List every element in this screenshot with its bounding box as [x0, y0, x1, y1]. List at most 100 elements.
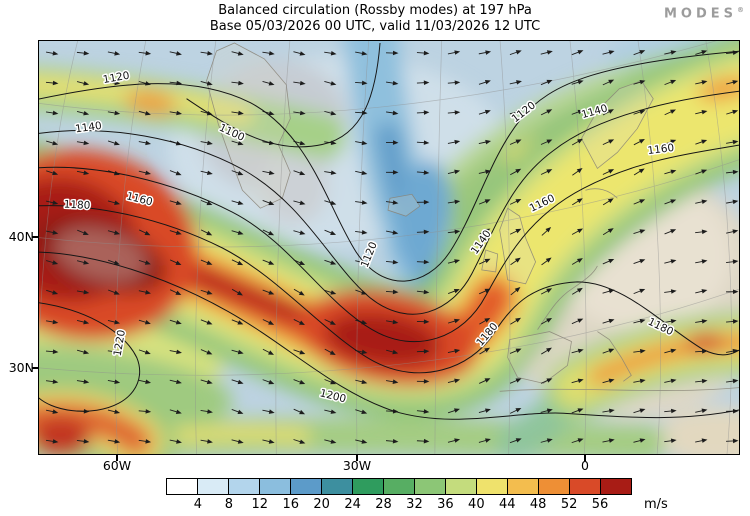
colorbar-segment — [507, 479, 538, 494]
arrow-shaft — [262, 259, 270, 264]
wind-arrow — [447, 348, 461, 354]
arrow-shaft — [447, 201, 456, 204]
wind-arrow — [571, 287, 583, 295]
wind-arrow — [602, 139, 615, 146]
wind-arrow — [200, 81, 213, 86]
arrow-shaft — [416, 290, 425, 293]
colorbar-tick: 44 — [498, 497, 516, 512]
arrow-head — [361, 349, 368, 355]
wind-arrow — [324, 259, 337, 265]
colorbar-segment — [414, 479, 445, 494]
arrow-shaft — [664, 410, 672, 413]
arrow-head — [732, 438, 739, 444]
wind-arrow — [231, 409, 244, 415]
arrow-shaft — [138, 259, 147, 264]
arrow-head — [577, 228, 584, 234]
arrow-shaft — [262, 289, 270, 294]
arrow-head — [577, 80, 584, 85]
arrow-head — [546, 109, 553, 114]
arrow-head — [484, 109, 491, 115]
arrow-head — [361, 200, 368, 205]
wind-arrow — [416, 110, 430, 115]
arrow-shaft — [355, 51, 363, 54]
wind-arrow — [107, 80, 121, 86]
wind-arrow — [447, 50, 461, 55]
wind-arrow — [664, 79, 677, 86]
wind-arrow — [200, 319, 213, 325]
arrow-shaft — [107, 350, 116, 353]
wind-arrow — [386, 319, 399, 325]
arrow-shaft — [478, 200, 487, 205]
wind-arrow — [540, 378, 553, 384]
arrow-shaft — [510, 319, 518, 325]
wind-arrow — [107, 140, 120, 146]
wind-arrow — [169, 200, 182, 205]
arrow-shaft — [46, 140, 54, 144]
arrow-head — [361, 80, 368, 86]
wind-arrow — [231, 200, 244, 205]
contour-line — [39, 144, 739, 343]
wind-arrow — [478, 199, 491, 205]
wind-arrow — [169, 110, 182, 116]
arrow-shaft — [726, 141, 734, 144]
arrow-head — [206, 290, 213, 295]
arrow-shaft — [76, 51, 85, 54]
arrow-head — [514, 257, 521, 263]
wind-arrow — [571, 109, 584, 115]
arrow-head — [329, 320, 336, 325]
arrow-shaft — [633, 320, 641, 324]
arrow-head — [454, 318, 460, 324]
arrow-head — [268, 230, 275, 236]
arrow-shaft — [200, 289, 209, 293]
arrow-head — [145, 140, 152, 146]
wind-arrow — [262, 379, 275, 385]
wind-arrow — [447, 378, 461, 384]
arrow-shaft — [385, 81, 394, 84]
arrow-shaft — [664, 200, 672, 205]
wind-arrow — [138, 140, 152, 146]
arrow-shaft — [324, 289, 332, 293]
arrow-shaft — [633, 350, 641, 353]
arrow-head — [515, 228, 522, 234]
arrow-head — [608, 79, 615, 85]
arrow-head — [176, 439, 182, 444]
arrow-shaft — [107, 320, 116, 323]
arrow-head — [268, 260, 275, 265]
arrow-shaft — [664, 230, 672, 235]
arrow-head — [639, 80, 646, 85]
graticule-line — [499, 41, 511, 454]
arrow-head — [423, 229, 430, 235]
wind-arrow — [416, 50, 430, 56]
coastline — [597, 331, 632, 382]
wind-arrow — [385, 50, 399, 56]
wind-arrow — [385, 140, 399, 145]
speed-core-blob — [39, 417, 91, 454]
arrow-shaft — [509, 51, 518, 56]
arrow-head — [237, 439, 244, 444]
arrow-shaft — [447, 82, 456, 84]
arrow-shaft — [169, 350, 178, 353]
arrow-shaft — [478, 290, 487, 295]
arrow-head — [577, 348, 584, 354]
wind-arrow — [355, 170, 368, 176]
arrow-shaft — [664, 111, 672, 116]
arrow-shaft — [478, 141, 487, 144]
arrow-shaft — [231, 409, 239, 413]
arrow-head — [114, 80, 121, 86]
wind-arrow — [633, 199, 646, 205]
wind-arrow — [479, 378, 491, 384]
wind-arrow — [695, 169, 708, 175]
arrow-head — [299, 260, 306, 266]
arrow-shaft — [200, 199, 209, 204]
arrow-head — [392, 80, 399, 86]
arrow-head — [576, 198, 583, 204]
arrow-head — [237, 230, 244, 235]
arrow-head — [206, 379, 213, 385]
arrow-shaft — [509, 141, 518, 145]
wind-arrow — [324, 81, 337, 86]
arrow-head — [330, 439, 337, 444]
arrow-shaft — [324, 319, 332, 324]
arrow-shaft — [231, 319, 239, 323]
wind-arrow — [571, 438, 584, 444]
wind-arrow — [540, 288, 553, 295]
